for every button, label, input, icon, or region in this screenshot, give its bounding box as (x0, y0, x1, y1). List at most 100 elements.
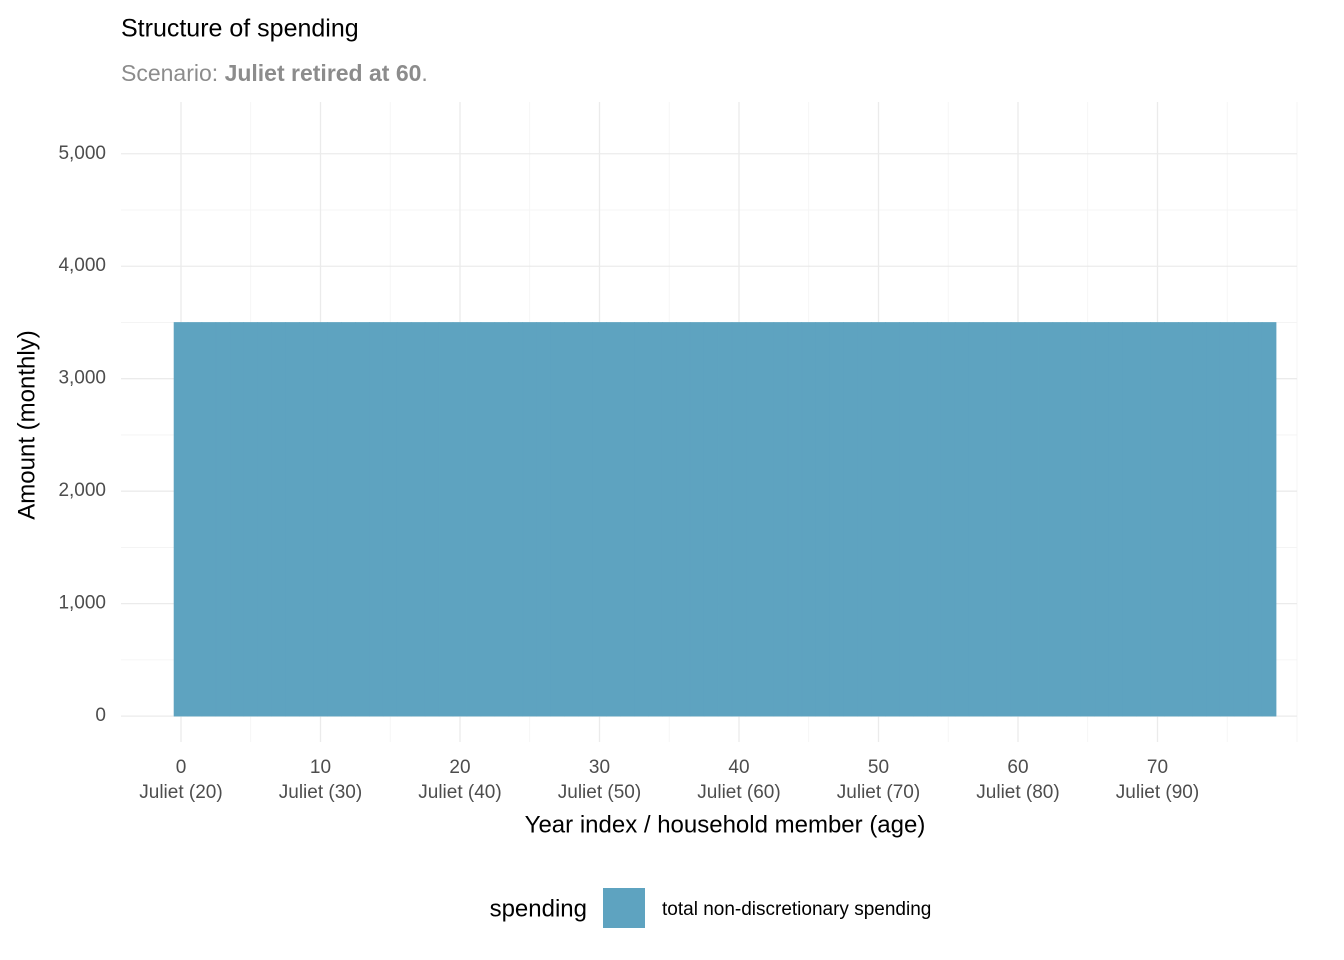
bar (648, 322, 663, 717)
bar (215, 322, 231, 717)
legend-title: spending (490, 895, 587, 922)
x-tick-label: 70 Juliet (90) (1116, 757, 1199, 803)
y-tick-label: 0 (95, 705, 106, 726)
subtitle-bold: Juliet retired at 60 (225, 60, 422, 86)
bar (1080, 322, 1096, 717)
bar (173, 322, 189, 717)
x-tick-label: 10 Juliet (30) (279, 757, 362, 803)
bar (466, 322, 482, 717)
bar (1010, 322, 1026, 717)
y-tick-label: 3,000 (58, 368, 106, 389)
bar (620, 322, 635, 717)
bar (1052, 322, 1068, 717)
bar (410, 322, 426, 717)
bar (634, 322, 649, 717)
x-tick-label: 30 Juliet (50) (558, 757, 641, 803)
bar (313, 322, 328, 717)
x-tick-label: 40 Juliet (60) (697, 757, 780, 803)
bar (508, 322, 524, 717)
bar (1108, 322, 1123, 717)
bar (494, 322, 510, 717)
bar (229, 322, 245, 717)
bar (1038, 322, 1054, 717)
bar (801, 322, 817, 717)
x-tick-label: 20 Juliet (40) (418, 757, 501, 803)
bar (536, 322, 551, 717)
x-axis-title: Year index / household member (age) (525, 811, 926, 838)
y-tick-label: 5,000 (58, 143, 106, 164)
bar (1136, 322, 1151, 717)
bar (606, 322, 621, 717)
bar (731, 322, 747, 717)
bar (522, 322, 538, 717)
bar (773, 322, 789, 717)
bar (285, 322, 300, 717)
bar (871, 322, 886, 717)
bar (355, 322, 370, 717)
y-tick-label: 1,000 (58, 593, 106, 614)
bar (1178, 322, 1193, 717)
bar (1206, 322, 1221, 717)
x-tick-label: 0 Juliet (20) (139, 757, 222, 803)
bar (689, 322, 705, 717)
subtitle-end: . (421, 60, 427, 86)
bar (1150, 322, 1165, 717)
bar (982, 322, 998, 717)
chart-subtitle: Scenario: Juliet retired at 60. (121, 60, 428, 86)
bar (1094, 322, 1109, 717)
y-tick-label: 2,000 (58, 480, 106, 501)
bar (899, 322, 914, 717)
bar (452, 322, 468, 717)
bar (745, 322, 761, 717)
bar (271, 322, 286, 717)
bar (759, 322, 775, 717)
bar (564, 322, 579, 717)
chart-title: Structure of spending (121, 15, 359, 43)
bar (299, 322, 314, 717)
bar (1066, 322, 1082, 717)
y-axis-title: Amount (monthly) (13, 330, 40, 519)
bar (187, 322, 203, 717)
y-tick-label: 4,000 (58, 255, 106, 276)
bar (1122, 322, 1137, 717)
bar (1261, 322, 1277, 717)
subtitle-text: Scenario: (121, 60, 225, 86)
bar (954, 322, 970, 717)
bar (1233, 322, 1249, 717)
bar (661, 322, 677, 717)
bar (996, 322, 1012, 717)
bar (257, 322, 272, 717)
bar (592, 322, 607, 717)
x-tick-label: 60 Juliet (80) (976, 757, 1059, 803)
bar (1247, 322, 1263, 717)
bar (1164, 322, 1179, 717)
bar (703, 322, 719, 717)
bar (717, 322, 733, 717)
bar (940, 322, 956, 717)
bar (843, 322, 858, 717)
bar (480, 322, 496, 717)
bar (968, 322, 984, 717)
bar (424, 322, 440, 717)
legend-swatch (603, 888, 645, 928)
bar (787, 322, 803, 717)
bar (1024, 322, 1040, 717)
bar (675, 322, 691, 717)
legend-label: total non-discretionary spending (662, 899, 931, 920)
bar (396, 322, 412, 717)
bar (857, 322, 872, 717)
bar (829, 322, 844, 717)
bar (913, 322, 928, 717)
bar (369, 322, 384, 717)
bar (815, 322, 830, 717)
bar (1192, 322, 1207, 717)
bar (341, 322, 356, 717)
bar (1219, 322, 1235, 717)
bar (327, 322, 342, 717)
bar (550, 322, 565, 717)
bar (438, 322, 454, 717)
bar (578, 322, 593, 717)
bar (885, 322, 900, 717)
bar (382, 322, 398, 717)
